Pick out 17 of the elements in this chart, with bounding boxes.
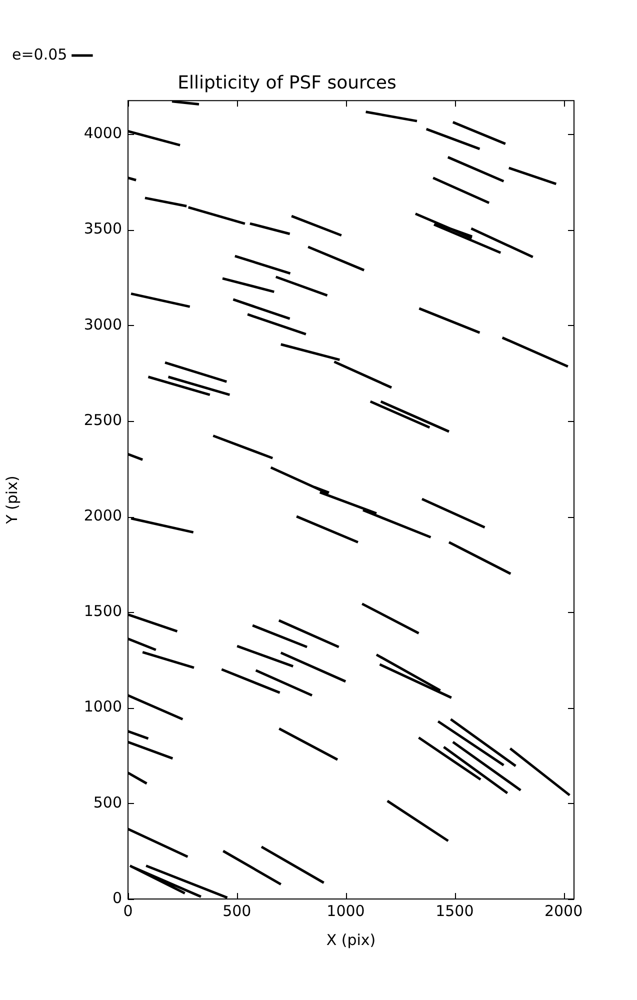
x-tick-label: 1500 bbox=[436, 902, 474, 920]
y-tick-label: 1500 bbox=[84, 602, 122, 620]
legend-label: e=0.05 bbox=[12, 45, 68, 64]
y-tick-label: 3500 bbox=[84, 220, 122, 238]
y-tick-label: 2000 bbox=[84, 506, 122, 525]
x-tick-label: 2000 bbox=[544, 902, 583, 920]
y-tick-label: 2500 bbox=[84, 410, 122, 429]
x-tick-label: 500 bbox=[222, 902, 252, 920]
y-tick-label: 0 bbox=[112, 888, 122, 907]
y-tick-label: 500 bbox=[93, 793, 122, 812]
x-axis-title: X (pix) bbox=[326, 930, 376, 949]
y-axis-title: Y (pix) bbox=[2, 476, 21, 525]
y-tick-label: 1000 bbox=[84, 698, 122, 716]
y-tick-label: 3000 bbox=[84, 315, 122, 334]
y-tick-label: 4000 bbox=[84, 124, 122, 142]
chart-title: Ellipticity of PSF sources bbox=[178, 72, 396, 94]
x-tick-label: 1000 bbox=[326, 902, 365, 920]
